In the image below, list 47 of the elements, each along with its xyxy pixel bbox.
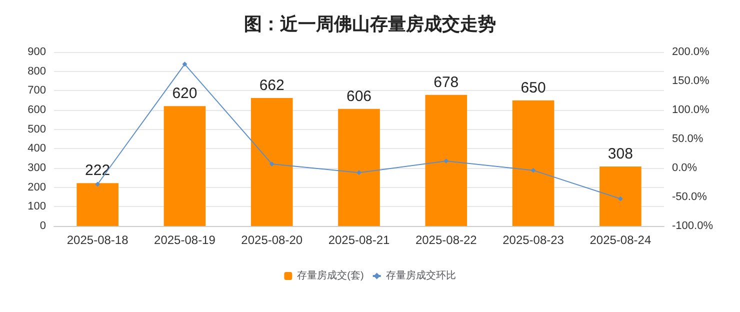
x-tick-label: 2025-08-24	[590, 233, 652, 247]
data-label: 308	[608, 145, 633, 162]
bar	[76, 183, 118, 226]
y2-tick-label: -50.0%	[672, 191, 708, 203]
x-tick-label: 2025-08-20	[241, 233, 303, 247]
y2-tick-label: -100.0%	[672, 220, 714, 232]
point	[356, 170, 362, 176]
y-tick-label: 900	[28, 46, 46, 58]
data-label: 650	[520, 79, 546, 96]
bar	[338, 108, 380, 226]
data-label: 678	[434, 74, 459, 91]
legend-label: 存量房成交(套)	[297, 270, 364, 282]
x-tick-label: 2025-08-21	[328, 233, 390, 247]
x-tick-label: 2025-08-18	[66, 233, 129, 247]
x-tick-label: 2025-08-19	[154, 233, 216, 247]
y-tick-label: 600	[28, 104, 46, 116]
y2-tick-label: 150.0%	[672, 75, 710, 87]
y2-tick-label: 100.0%	[672, 104, 710, 116]
y-tick-label: 0	[40, 220, 46, 232]
y2-tick-label: 200.0%	[672, 46, 710, 58]
bar	[250, 98, 293, 226]
chart-title: 图：近一周佛山存量房成交走势	[244, 14, 496, 34]
point	[95, 182, 100, 187]
y-tick-label: 300	[28, 162, 46, 174]
data-label: 606	[346, 88, 372, 105]
data-label: 662	[259, 77, 284, 94]
y2-tick-label: 50.0%	[672, 133, 704, 145]
point	[182, 62, 188, 67]
x-tick-label: 2025-08-23	[502, 233, 564, 247]
y-tick-label: 400	[28, 142, 46, 155]
point	[618, 196, 623, 202]
bar	[512, 100, 554, 226]
x-tick-label: 2025-08-22	[415, 233, 478, 247]
data-label: 620	[172, 85, 198, 102]
point	[530, 168, 536, 173]
y-tick-label: 200	[28, 181, 46, 194]
bar	[164, 106, 206, 226]
y2-tick-label: 0.0%	[672, 162, 698, 174]
y-tick-label: 800	[28, 65, 46, 78]
bar	[600, 166, 642, 226]
y-tick-label: 700	[28, 84, 46, 97]
bar	[425, 94, 468, 226]
legend-label: 存量房成交环比	[386, 270, 456, 282]
y-tick-label: 100	[28, 200, 46, 213]
point	[444, 158, 449, 164]
point	[269, 161, 274, 166]
y-tick-label: 500	[28, 123, 46, 136]
